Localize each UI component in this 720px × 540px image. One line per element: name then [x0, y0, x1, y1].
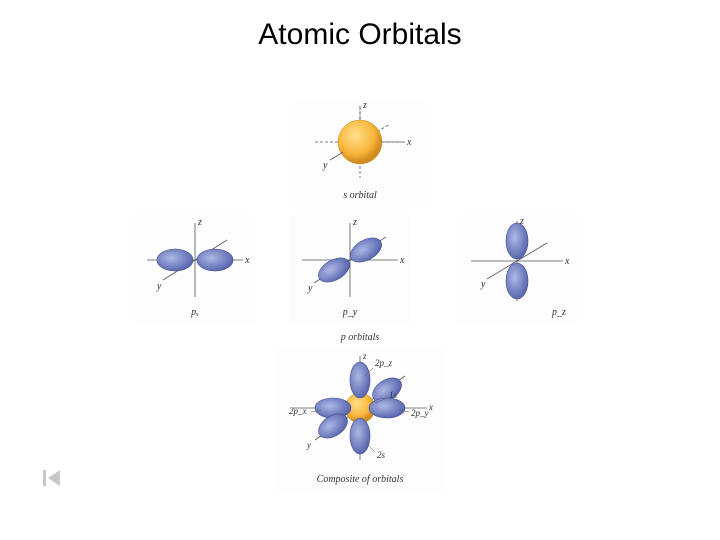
- svg-text:2p_y: 2p_y: [411, 408, 429, 418]
- skip-back-icon: [40, 466, 64, 490]
- svg-text:y: y: [480, 279, 486, 290]
- slide: Atomic Orbitals: [0, 0, 720, 540]
- svg-text:y: y: [306, 440, 311, 450]
- s-orbital-svg: z x y s orbital: [295, 98, 425, 208]
- caption-s: s orbital: [343, 190, 377, 201]
- pz-svg: z x y p_z: [457, 215, 577, 325]
- svg-text:x: x: [428, 402, 433, 412]
- caption-composite: Composite of orbitals: [317, 474, 404, 485]
- caption-px: pₓ: [190, 307, 199, 318]
- svg-text:2p_x: 2p_x: [289, 406, 307, 416]
- axis-x: x: [406, 137, 412, 148]
- svg-text:y: y: [307, 283, 313, 294]
- svg-text:z: z: [519, 216, 524, 227]
- svg-text:z: z: [362, 351, 367, 361]
- svg-text:x: x: [244, 255, 250, 266]
- svg-text:2s: 2s: [377, 450, 386, 460]
- caption-p-row: p orbitals: [320, 328, 400, 344]
- caption-py: p_y: [342, 307, 358, 318]
- svg-text:1s: 1s: [389, 390, 398, 400]
- px-svg: z x y pₓ: [135, 215, 255, 325]
- caption-pz: p_z: [551, 307, 566, 318]
- svg-text:2p_z: 2p_z: [375, 358, 393, 368]
- svg-text:x: x: [399, 255, 405, 266]
- axis-z: z: [362, 100, 367, 111]
- svg-text:x: x: [564, 256, 570, 267]
- figure-composite-orbital: z 2p_z 1s x 2p_y 2p_x y 2s Composite of …: [275, 350, 445, 490]
- figure-py-orbital: z x y p_y: [290, 215, 410, 325]
- composite-svg: z 2p_z 1s x 2p_y 2p_x y 2s Composite of …: [275, 350, 445, 490]
- page-title: Atomic Orbitals: [0, 18, 720, 52]
- svg-text:p orbitals: p orbitals: [340, 332, 380, 343]
- svg-text:z: z: [352, 217, 357, 228]
- py-svg: z x y p_y: [290, 215, 410, 325]
- axis-y: y: [322, 160, 328, 171]
- figure-s-orbital: z x y s orbital: [295, 98, 425, 208]
- figure-px-orbital: z x y pₓ: [135, 215, 255, 325]
- nav-first-slide-button[interactable]: [38, 464, 66, 492]
- figure-pz-orbital: z x y p_z: [457, 215, 577, 325]
- svg-text:y: y: [156, 281, 162, 292]
- svg-text:z: z: [197, 217, 202, 228]
